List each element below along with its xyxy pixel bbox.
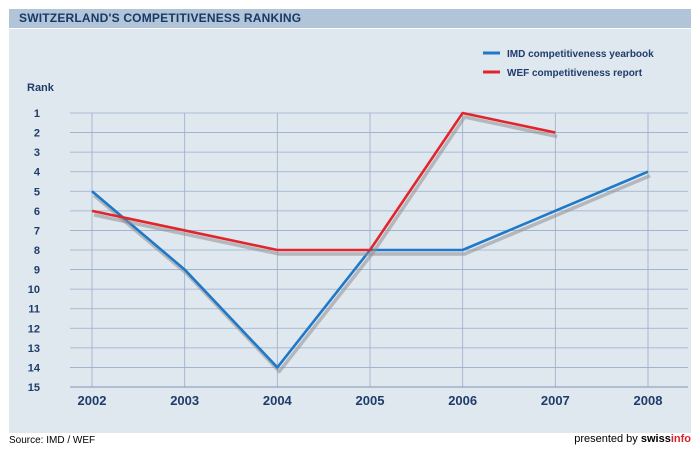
chart-panel [9,29,691,433]
x-tick-label-2007: 2007 [541,393,570,408]
brand-logo-part-1: swiss [640,433,671,445]
y-tick-label-15: 15 [28,382,40,394]
legend-label-1: WEF competitiveness report [507,68,643,79]
y-tick-label-14: 14 [28,362,41,374]
brand-logo-part-2: info [670,433,691,445]
x-tick-label-2004: 2004 [263,393,293,408]
y-tick-label-8: 8 [34,245,40,257]
x-tick-label-2002: 2002 [78,393,107,408]
source-note: Source: IMD / WEF [9,435,96,446]
chart-title: SWITZERLAND'S COMPETITIVENESS RANKING [19,11,302,25]
y-tick-label-10: 10 [28,284,40,296]
y-axis-label: Rank [27,82,55,94]
legend-label-0: IMD competitiveness yearbook [507,49,654,60]
y-tick-label-12: 12 [28,323,40,335]
x-tick-label-2003: 2003 [170,393,199,408]
y-tick-label-13: 13 [28,343,40,355]
y-tick-label-6: 6 [34,206,40,218]
y-tick-label-3: 3 [34,147,40,159]
y-tick-label-9: 9 [34,265,40,277]
series-line-1 [91,111,556,252]
presented-by: presented by swissinfo [574,433,691,445]
y-tick-label-4: 4 [34,167,41,179]
y-tick-label-11: 11 [28,304,40,316]
y-tick-label-1: 1 [34,108,40,120]
x-tick-label-2008: 2008 [634,393,663,408]
x-tick-label-2005: 2005 [356,393,385,408]
y-tick-label-7: 7 [34,225,40,237]
series-shadow-1 [93,115,558,256]
y-tick-label-5: 5 [34,186,40,198]
y-tick-label-2: 2 [34,128,40,140]
chart-header: SWITZERLAND'S COMPETITIVENESS RANKING [9,9,691,28]
x-tick-label-2006: 2006 [448,393,477,408]
presented-by-label: presented by [574,433,641,445]
